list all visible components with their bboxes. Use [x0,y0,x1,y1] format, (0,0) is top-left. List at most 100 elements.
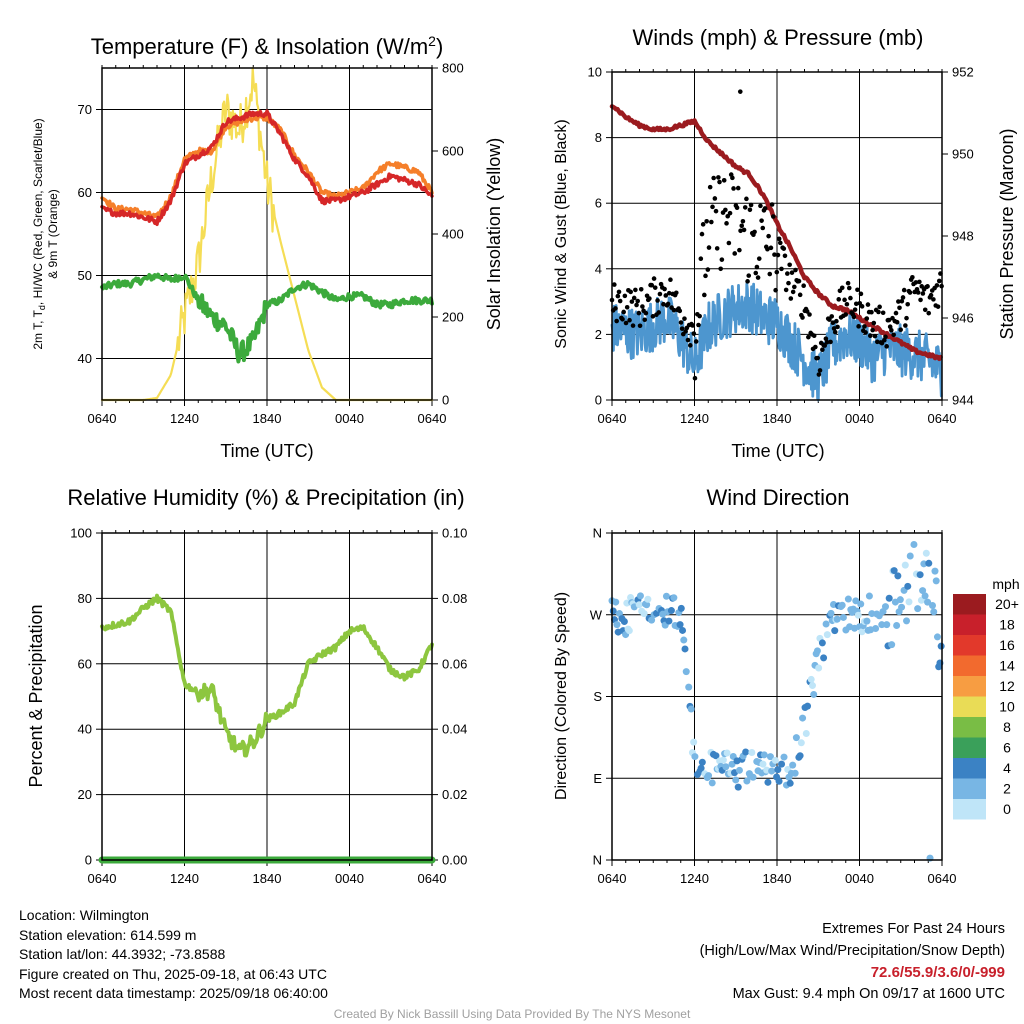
gust-point [778,240,783,246]
y2-tick-label: 0.02 [442,787,467,802]
gust-point [896,299,901,304]
direction-point [748,748,756,756]
gust-point [685,337,691,343]
legend-label: 2 [1003,781,1011,797]
gust-point [829,314,835,319]
y-axis-label: Sonic Wind & Gust (Blue, Black) [553,119,570,348]
gust-point [665,301,671,307]
gust-point [623,320,629,326]
gust-point [637,323,643,329]
gust-point [863,330,868,335]
y2-tick-label: 800 [442,61,464,76]
direction-point [705,772,713,780]
y-tick-label: 2 [595,327,602,342]
y2-tick-label: 0.08 [442,591,467,606]
gust-point [787,262,792,268]
gust-point [663,293,669,298]
station-info: Location: Wilmington Station elevation: … [19,906,328,1004]
gust-point [710,204,715,210]
gust-point [620,316,625,322]
elevation-text: Station elevation: 614.599 m [19,926,197,943]
gust-point [834,318,839,324]
gust-point [883,334,888,340]
legend-label: 10 [999,699,1015,715]
extremes-title: Extremes For Past 24 Hours [822,921,1005,937]
gust-point [756,256,762,261]
gust-point [767,271,773,277]
gust-point [800,315,805,320]
series-9m-t [100,114,434,219]
gust-point [920,291,926,296]
y-axis-label-line2: & 9m T (Orange) [46,189,60,279]
x-tick-label: 0640 [928,411,957,426]
gust-point [634,302,639,308]
direction-point [768,767,776,775]
gust-point [705,267,711,272]
gust-point [872,333,878,339]
gust-point [844,301,850,307]
direction-point [698,758,706,766]
gust-point [696,322,701,328]
direction-point [708,779,716,787]
direction-point [786,779,794,787]
y-axis-label: Direction (Colored By Speed) [553,592,570,800]
direction-point [775,777,783,785]
gust-point [615,293,621,299]
direction-point [831,627,839,635]
gust-point [652,285,658,290]
gust-point [782,253,788,259]
direction-point [719,756,727,764]
y2-tick-label: 944 [952,393,974,408]
direction-point [925,559,933,567]
gust-point [774,269,780,275]
x-tick-label: 1840 [253,411,282,426]
direction-point [827,609,835,617]
gust-point [714,246,720,251]
gust-point [796,278,802,284]
gust-point [765,246,770,252]
direction-point [857,600,865,608]
gust-point [630,323,636,328]
direction-point [625,627,633,635]
gust-point [762,206,768,211]
direction-point [823,631,831,639]
direction-point [682,668,690,676]
y2-axis-label: Solar Insolation (Yellow) [484,138,504,330]
y-tick-label: 20 [78,787,92,802]
gust-point [806,334,811,340]
gust-point [831,326,837,331]
direction-point [780,753,788,761]
y-tick-label: N [593,853,602,868]
y-tick-label: 0 [595,393,602,408]
direction-point [910,540,918,548]
gust-point [723,207,728,213]
gust-point [843,312,849,317]
gust-point [753,270,759,276]
direction-point [881,603,889,611]
direction-point [914,605,922,613]
y-tick-label: 40 [78,722,92,737]
gust-point [897,305,902,311]
legend-label: 8 [1003,719,1011,735]
legend-label: 6 [1003,740,1011,756]
direction-point [670,594,678,602]
direction-point [732,776,740,784]
gust-point [631,295,637,301]
gust-point [776,236,782,242]
gust-point [671,307,677,313]
y2-axis-label: Station Pressure (Maroon) [997,128,1017,339]
x-tick-label: 1240 [170,871,199,886]
y2-tick-label: 0.04 [442,722,467,737]
gust-point [688,343,693,348]
y-tick-label: 100 [70,526,92,541]
series-td [100,272,434,364]
gust-point [894,319,900,325]
x-tick-label: 0640 [418,411,447,426]
legend-swatch [953,799,986,820]
direction-point [916,571,924,579]
legend-label: 16 [999,637,1015,653]
legend-swatch [953,594,986,615]
gust-point [678,320,684,325]
gust-point [783,287,789,293]
